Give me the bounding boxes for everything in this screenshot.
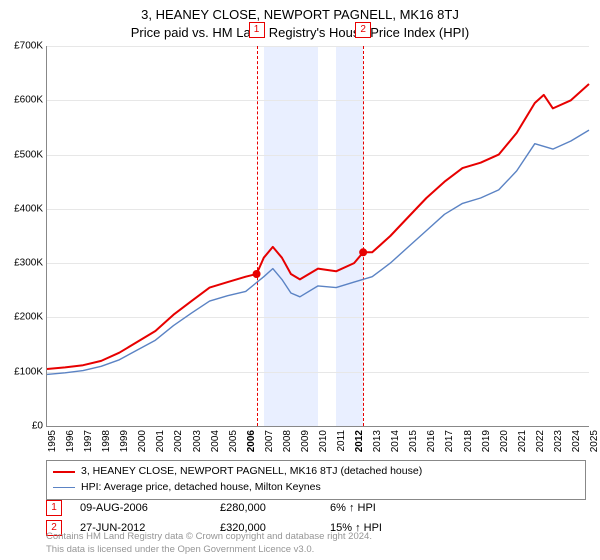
x-axis-label: 1998 [101, 430, 103, 452]
x-axis-label: 1999 [119, 430, 121, 452]
sale-price: £280,000 [220, 502, 330, 514]
x-axis-label: 2004 [210, 430, 212, 452]
sale-marker-icon: 1 [46, 500, 62, 516]
y-axis-label: £700K [3, 41, 43, 52]
x-axis-label: 2018 [463, 430, 465, 452]
x-axis-label: 2011 [336, 430, 338, 452]
legend-row: 3, HEANEY CLOSE, NEWPORT PAGNELL, MK16 8… [53, 464, 579, 480]
y-axis-label: £500K [3, 149, 43, 160]
chart-container: 3, HEANEY CLOSE, NEWPORT PAGNELL, MK16 8… [0, 0, 600, 560]
hpi_line [47, 130, 589, 374]
x-axis-label: 2009 [300, 430, 302, 452]
x-axis-label: 2010 [318, 430, 320, 452]
x-axis-label: 2022 [535, 430, 537, 452]
y-axis-label: £600K [3, 95, 43, 106]
y-axis-label: £100K [3, 366, 43, 377]
marker-label-box: 2 [355, 22, 371, 38]
title-address: 3, HEANEY CLOSE, NEWPORT PAGNELL, MK16 8… [0, 6, 600, 24]
y-axis-label: £0 [3, 421, 43, 432]
x-axis-label: 2017 [444, 430, 446, 452]
legend-swatch [53, 471, 75, 473]
x-axis-label: 1997 [83, 430, 85, 452]
x-axis-label: 1996 [65, 430, 67, 452]
x-axis-label: 2006 [246, 430, 248, 452]
chart-svg [47, 46, 589, 426]
footer-line: Contains HM Land Registry data © Crown c… [46, 531, 372, 543]
x-axis-label: 2005 [228, 430, 230, 452]
sale-row: 1 09-AUG-2006 £280,000 6% ↑ HPI [46, 500, 376, 516]
x-axis-label: 2021 [517, 430, 519, 452]
x-axis-label: 2014 [390, 430, 392, 452]
x-axis-label: 2016 [426, 430, 428, 452]
marker-label-box: 1 [249, 22, 265, 38]
footer-attribution: Contains HM Land Registry data © Crown c… [46, 531, 372, 556]
y-axis-label: £300K [3, 258, 43, 269]
y-axis-label: £400K [3, 203, 43, 214]
title-block: 3, HEANEY CLOSE, NEWPORT PAGNELL, MK16 8… [0, 0, 600, 41]
x-axis-label: 2008 [282, 430, 284, 452]
sale-hpi-delta: 6% ↑ HPI [330, 502, 376, 514]
x-axis-label: 2013 [372, 430, 374, 452]
sale-date: 09-AUG-2006 [80, 502, 220, 514]
x-axis-label: 2001 [155, 430, 157, 452]
x-axis-label: 2015 [408, 430, 410, 452]
legend-swatch [53, 487, 75, 488]
title-subtitle: Price paid vs. HM Land Registry's House … [0, 24, 600, 42]
footer-line: This data is licensed under the Open Gov… [46, 544, 372, 556]
x-axis-label: 2003 [192, 430, 194, 452]
x-axis-label: 2025 [589, 430, 591, 452]
x-axis-label: 2019 [481, 430, 483, 452]
x-axis-label: 2002 [173, 430, 175, 452]
legend-label: HPI: Average price, detached house, Milt… [81, 480, 321, 496]
x-axis-label: 1995 [47, 430, 49, 452]
x-axis-label: 2000 [137, 430, 139, 452]
x-axis-label: 2007 [264, 430, 266, 452]
x-axis-label: 2020 [499, 430, 501, 452]
legend-box: 3, HEANEY CLOSE, NEWPORT PAGNELL, MK16 8… [46, 460, 586, 500]
x-axis-label: 2024 [571, 430, 573, 452]
x-axis-label: 2023 [553, 430, 555, 452]
legend-label: 3, HEANEY CLOSE, NEWPORT PAGNELL, MK16 8… [81, 464, 422, 480]
y-axis-label: £200K [3, 312, 43, 323]
legend-row: HPI: Average price, detached house, Milt… [53, 480, 579, 496]
price_line [47, 84, 589, 369]
chart-area: £0£100K£200K£300K£400K£500K£600K£700K199… [46, 46, 589, 427]
x-axis-label: 2012 [354, 430, 356, 452]
